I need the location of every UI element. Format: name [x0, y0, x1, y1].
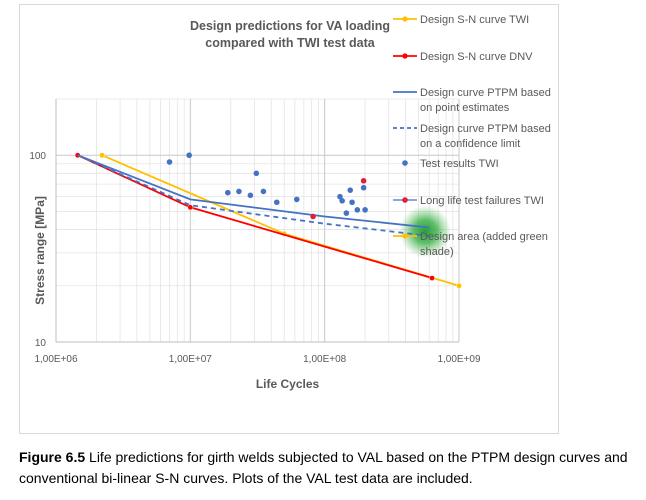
figure-label: Figure 6.5 — [19, 449, 86, 465]
legend-swatch-marker — [402, 160, 408, 166]
legend-label: on a confidence limit — [420, 138, 520, 150]
series-marker — [187, 204, 194, 211]
legend-swatch-marker — [402, 16, 408, 22]
legend-label: Long life test failures TWI — [420, 195, 544, 207]
legend-label: Design S-N curve DNV — [420, 51, 533, 63]
legend-label: shade) — [420, 246, 454, 258]
data-point — [186, 152, 192, 159]
chart-canvas: 1,00E+06 1,00E+07 1,00E+08 1,00E+09 10 100 Lif… — [29, 14, 551, 391]
data-point — [349, 199, 355, 206]
x-tick-label: 1,00E+08 — [303, 354, 347, 365]
series-marker — [99, 152, 105, 159]
data-point — [247, 192, 254, 199]
y-axis-title: Stress range [MPa] — [33, 196, 47, 305]
data-point — [310, 213, 316, 220]
data-point — [360, 184, 367, 191]
chart-title-line: compared with TWI test data — [205, 36, 376, 50]
data-point — [354, 207, 361, 213]
legend-label: Design curve PTPM based — [420, 123, 551, 135]
legend-swatch-marker — [402, 197, 408, 203]
y-tick-label: 100 — [29, 151, 46, 162]
data-point — [166, 159, 173, 165]
legend-label: on point estimates — [420, 102, 510, 114]
series-line — [77, 154, 430, 229]
legend-label: Design S-N curve TWI — [420, 14, 529, 26]
data-point — [260, 188, 267, 195]
data-point — [347, 187, 354, 193]
x-tick-label: 1,00E+07 — [169, 354, 213, 365]
data-point — [224, 189, 231, 196]
data-point — [343, 210, 350, 216]
legend-swatch-marker — [402, 53, 408, 59]
design-area-shade — [399, 205, 452, 258]
chart-frame: 1,00E+06 1,00E+07 1,00E+08 1,00E+09 10 100 Lif… — [19, 4, 559, 434]
series-marker — [429, 275, 435, 281]
legend-label: Design curve PTPM based — [420, 87, 551, 99]
figure-caption: Figure 6.5 Life predictions for girth we… — [19, 447, 639, 489]
x-tick-label: 1,00E+09 — [437, 354, 481, 365]
series-line — [77, 154, 430, 237]
data-point — [273, 199, 280, 206]
series-marker — [456, 282, 462, 289]
y-tick-label: 10 — [35, 338, 47, 349]
data-point — [293, 196, 300, 203]
x-axis-title: Life Cycles — [256, 377, 320, 391]
figure-caption-text: Life predictions for girth welds subject… — [19, 449, 628, 486]
x-tick-label: 1,00E+06 — [34, 354, 78, 365]
legend-label: Design area (added green — [420, 231, 548, 243]
data-point — [339, 198, 345, 204]
legend-label: Test results TWI — [420, 158, 499, 170]
chart-title-line: Design predictions for VA loading — [190, 19, 390, 33]
data-point — [362, 207, 368, 213]
data-point — [360, 177, 367, 184]
data-point — [236, 188, 242, 195]
data-point — [253, 170, 260, 177]
data-point — [337, 193, 343, 200]
legend-swatch-marker — [402, 233, 408, 239]
